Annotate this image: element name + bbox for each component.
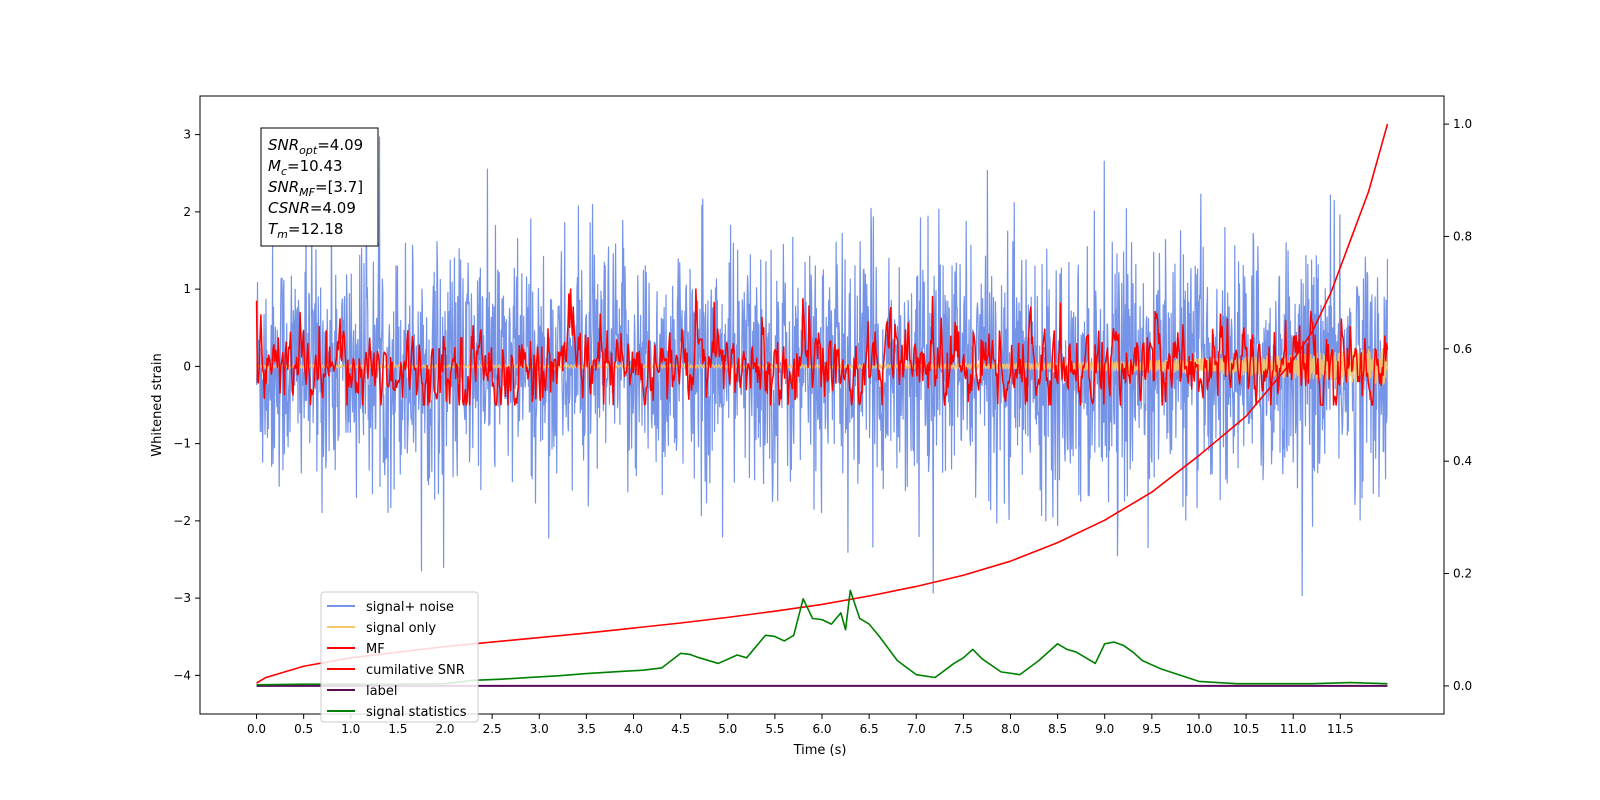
y-tick-label: 1	[183, 282, 191, 296]
y-axis-left: 3 2 1 0 −1 −2 −3 −4	[173, 128, 200, 682]
legend-label: label	[366, 684, 397, 699]
y-axis-right: 1.0 0.8 0.6 0.4 0.2 0.0	[1444, 117, 1472, 693]
y2-tick-label: 0.0	[1453, 679, 1472, 693]
y-tick-label: −4	[173, 668, 191, 682]
x-tick-label: 7.0	[907, 722, 926, 736]
y-axis-title: Whitened strain	[150, 353, 165, 456]
x-axis-title: Time (s)	[793, 743, 847, 758]
annotation-line: SNRMF=[3.7]	[268, 178, 363, 199]
x-tick-label: 6.0	[812, 722, 831, 736]
x-tick-label: 8.5	[1048, 722, 1067, 736]
x-tick-label: 4.0	[624, 722, 643, 736]
x-tick-label: 3.5	[577, 722, 596, 736]
x-tick-label: 0.5	[294, 722, 313, 736]
x-tick-label: 9.0	[1095, 722, 1114, 736]
x-tick-label: 7.5	[954, 722, 973, 736]
x-tick-label: 5.0	[718, 722, 737, 736]
x-tick-label: 5.5	[765, 722, 784, 736]
legend-label: signal only	[366, 621, 436, 636]
x-tick-label: 10.5	[1233, 722, 1260, 736]
x-tick-label: 10.0	[1186, 722, 1213, 736]
y-tick-label: 3	[183, 128, 191, 142]
x-tick-label: 11.5	[1327, 722, 1354, 736]
y2-tick-label: 0.4	[1453, 454, 1472, 468]
y2-tick-label: 1.0	[1453, 117, 1472, 131]
x-tick-label: 9.5	[1142, 722, 1161, 736]
legend-label: cumilative SNR	[366, 663, 465, 678]
legend-label: MF	[366, 642, 385, 657]
annotation-line: Tm=12.18	[268, 220, 343, 241]
series-mf	[255, 288, 1389, 406]
y-tick-label: −2	[173, 514, 191, 528]
x-tick-label: 1.0	[341, 722, 360, 736]
x-tick-label: 11.0	[1280, 722, 1307, 736]
x-tick-label: 2.5	[483, 722, 502, 736]
legend-label: signal statistics	[366, 705, 467, 720]
x-tick-label: 2.0	[435, 722, 454, 736]
x-tick-label: 3.0	[530, 722, 549, 736]
y2-tick-label: 0.8	[1453, 229, 1472, 243]
y-tick-label: −1	[173, 437, 191, 451]
annotation-line: CSNR=4.09	[268, 199, 356, 217]
y-tick-label: −3	[173, 591, 191, 605]
y-tick-label: 2	[183, 205, 191, 219]
x-tick-label: 8.0	[1001, 722, 1020, 736]
y-tick-label: 0	[183, 359, 191, 373]
x-tick-label: 4.5	[671, 722, 690, 736]
legend-label: signal+ noise	[366, 600, 454, 615]
x-tick-label: 0.0	[247, 722, 266, 736]
y2-tick-label: 0.6	[1453, 342, 1472, 356]
y2-tick-label: 0.2	[1453, 567, 1472, 581]
annotation-line: Mc=10.43	[268, 157, 343, 178]
series-signal-statistics	[256, 589, 1388, 686]
x-tick-label: 6.5	[860, 722, 879, 736]
annotation-line: SNRopt=4.09	[268, 136, 363, 157]
x-tick-label: 1.5	[388, 722, 407, 736]
x-axis: 0.0 0.5 1.0 1.5 2.0 2.5 3.0 3.5 4.0 4.5 5.0 5.5 6.0 6…	[247, 714, 1354, 736]
legend: signal+ noise signal only MF cumilative SNR…	[320, 591, 479, 723]
